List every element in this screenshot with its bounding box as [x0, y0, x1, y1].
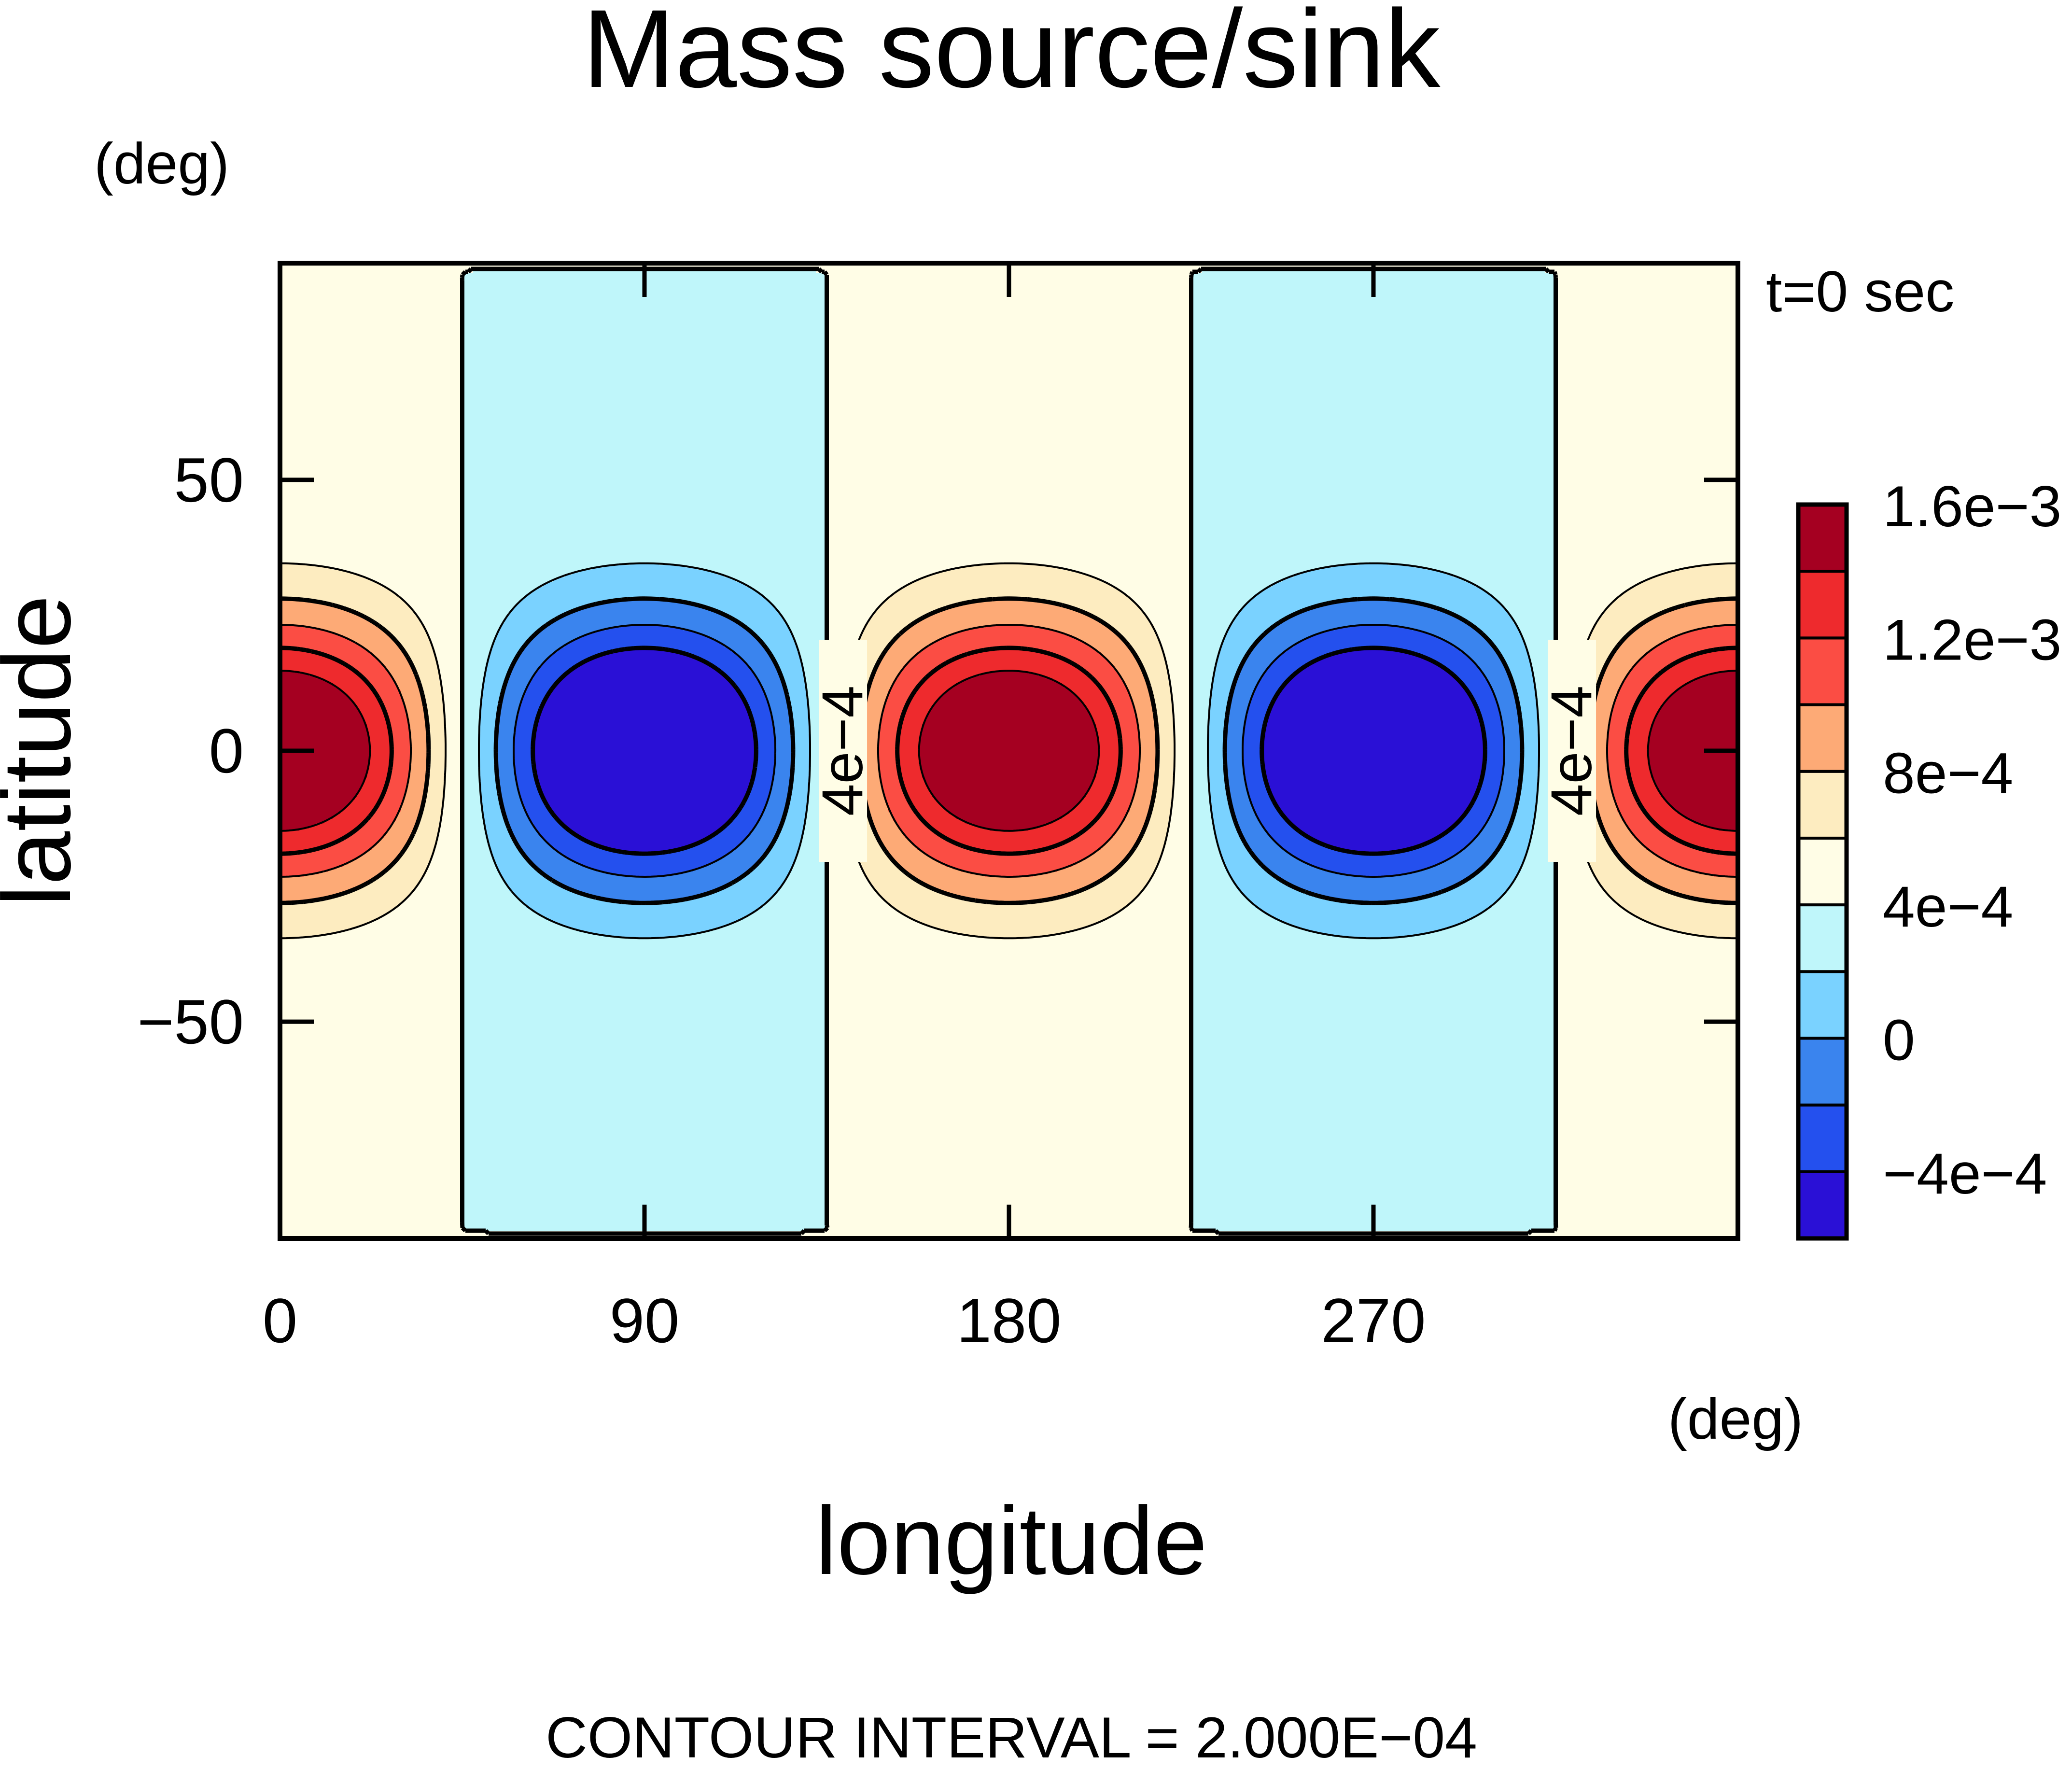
contour-lines	[280, 267, 1738, 1236]
contour-fill-band	[533, 647, 1484, 855]
time-label: t=0 sec	[1766, 259, 1954, 324]
colorbar-swatch	[1797, 570, 1848, 640]
contour-interval-footer: CONTOUR INTERVAL = 2.000E−04	[546, 1705, 1477, 1770]
y-axis-label: latitude	[0, 595, 91, 907]
colorbar-tick-label: 1.2e−3	[1883, 607, 2061, 672]
axes: 0 90 180 270 −50 0 50	[137, 263, 1738, 1356]
chart-title: Mass source/sink	[583, 0, 1441, 111]
contour-fill-band	[495, 599, 1523, 903]
colorbar-swatch	[1797, 636, 1848, 706]
colorbar-frame	[1796, 502, 1849, 1241]
colorbar-tick-label: 1.6e−3	[1883, 474, 2061, 539]
colorbar-swatch	[1797, 1170, 1848, 1240]
colorbar-swatch	[1797, 1103, 1848, 1173]
colorbar: 1.6e−3 1.2e−3 8e−4 4e−4 0 −4e−4	[1796, 474, 2061, 1241]
contour-fill-band	[478, 562, 1540, 940]
colorbar-swatch	[1797, 770, 1848, 840]
contour-line	[493, 596, 1525, 905]
contour-line	[478, 562, 1540, 940]
y-tick-label: −50	[137, 986, 244, 1057]
contour-label: 4e−4	[810, 686, 875, 816]
x-axis-units: (deg)	[1668, 1387, 1803, 1451]
contour-labels: 4e−4 4e−4	[810, 640, 1604, 862]
y-axis-units: (deg)	[94, 131, 229, 196]
contour-line	[531, 646, 1487, 856]
colorbar-swatch	[1797, 503, 1848, 573]
x-tick-label: 0	[263, 1285, 297, 1356]
colorbar-swatch	[1797, 836, 1848, 907]
y-tick-label: 50	[174, 445, 244, 515]
x-tick-label: 180	[957, 1285, 1062, 1356]
colorbar-swatch	[1797, 703, 1848, 773]
x-tick-label: 90	[610, 1285, 680, 1356]
x-tick-label: 270	[1321, 1285, 1426, 1356]
x-axis-label: longitude	[815, 1487, 1207, 1595]
contour-label-break	[819, 640, 868, 862]
colorbar-swatch	[1797, 1037, 1848, 1107]
contour-label-break	[1548, 640, 1596, 862]
contour-label: 4e−4	[1539, 686, 1604, 816]
colorbar-tick-label: −4e−4	[1883, 1141, 2047, 1206]
colorbar-tick-label: 8e−4	[1883, 741, 2013, 806]
y-tick-label: 0	[209, 716, 244, 786]
colorbar-swatch	[1797, 903, 1848, 973]
contour-fill-band	[280, 671, 1738, 831]
filled-contour-field	[280, 263, 1738, 1238]
contour-fill-band	[463, 270, 1557, 1232]
colorbar-tick-label: 4e−4	[1883, 874, 2013, 939]
colorbar-swatch	[1797, 970, 1848, 1040]
colorbar-tick-label: 0	[1883, 1008, 1915, 1072]
contour-fill-band	[280, 263, 1738, 1238]
contour-line	[513, 624, 1505, 878]
